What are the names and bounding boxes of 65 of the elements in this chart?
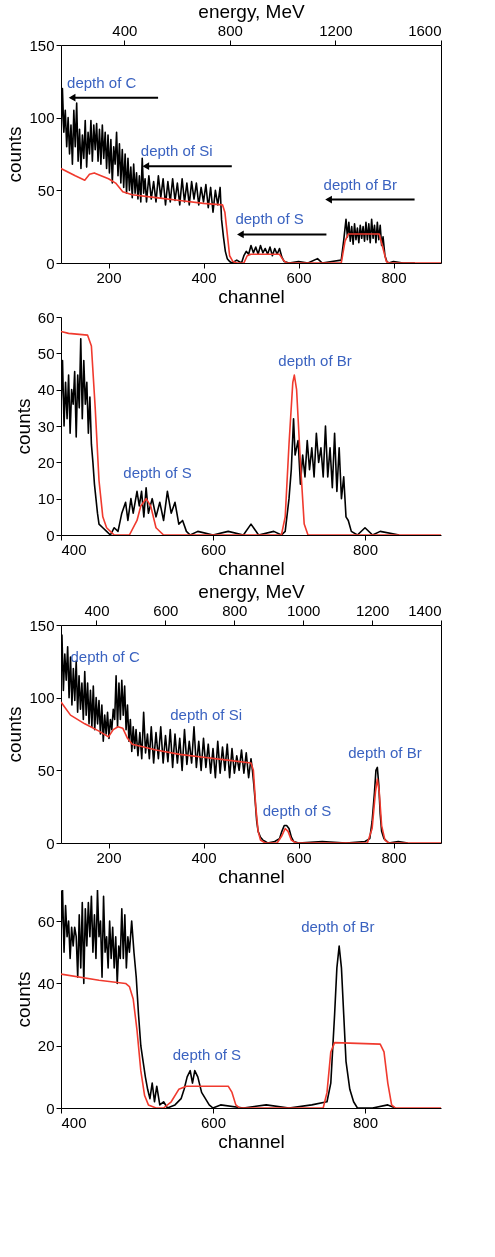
x2-tick-label: 800 bbox=[222, 601, 248, 619]
y-axis-title: counts bbox=[4, 706, 26, 763]
annotation: depth of S bbox=[123, 464, 192, 482]
x-tick-label: 400 bbox=[61, 540, 87, 558]
x-axis-title: channel bbox=[218, 285, 285, 307]
annotation: depth of Br bbox=[348, 743, 422, 761]
y-tick-label: 50 bbox=[37, 344, 55, 362]
x2-axis-title: energy, MeV bbox=[198, 0, 305, 22]
x-tick-label: 600 bbox=[286, 268, 312, 286]
y-tick-label: 40 bbox=[37, 974, 55, 992]
y-tick-label: 50 bbox=[37, 181, 55, 199]
x-tick-label: 800 bbox=[352, 540, 379, 558]
annotation: depth of Br bbox=[323, 175, 397, 193]
x-tick-label: 800 bbox=[381, 268, 407, 286]
x2-tick-label: 400 bbox=[112, 21, 138, 39]
x2-tick-label: 1200 bbox=[355, 601, 390, 619]
y-tick-label: 150 bbox=[29, 616, 55, 634]
x2-tick-label: 1200 bbox=[319, 21, 353, 39]
x-tick-label: 200 bbox=[96, 268, 122, 286]
y-tick-label: 10 bbox=[37, 490, 55, 508]
annotation: depth of Si bbox=[170, 706, 242, 724]
annotation: depth of S bbox=[262, 801, 332, 819]
y-tick-label: 60 bbox=[37, 912, 55, 930]
x2-tick-label: 400 bbox=[84, 601, 110, 619]
y-tick-label: 150 bbox=[29, 36, 55, 54]
x-tick-label: 600 bbox=[200, 540, 227, 558]
annotation: depth of Br bbox=[301, 918, 375, 936]
y-tick-label: 60 bbox=[37, 308, 55, 326]
annotation: depth of C bbox=[70, 648, 140, 666]
x-axis-title: channel bbox=[218, 1130, 285, 1152]
x-tick-label: 800 bbox=[352, 1113, 379, 1131]
x-tick-label: 400 bbox=[191, 848, 217, 866]
x-tick-label: 600 bbox=[286, 848, 312, 866]
annotation: depth of C bbox=[67, 73, 137, 91]
y-tick-label: 100 bbox=[29, 689, 55, 707]
annotation: depth of S bbox=[172, 1046, 242, 1064]
y-tick-label: 50 bbox=[37, 761, 55, 779]
x2-tick-label: 800 bbox=[217, 21, 243, 39]
y-axis-title: counts bbox=[12, 971, 34, 1028]
x2-tick-label: 1600 bbox=[408, 21, 442, 39]
annotation: depth of S bbox=[235, 210, 304, 228]
y-tick-label: 0 bbox=[46, 1099, 55, 1117]
annotation: depth of Si bbox=[140, 142, 213, 160]
y-tick-label: 20 bbox=[37, 453, 55, 471]
annotation: depth of Br bbox=[278, 351, 352, 369]
x2-tick-label: 600 bbox=[153, 601, 179, 619]
y-tick-label: 100 bbox=[29, 109, 55, 127]
x-tick-label: 800 bbox=[381, 848, 407, 866]
x-tick-label: 400 bbox=[191, 268, 217, 286]
x-axis-title: channel bbox=[218, 865, 285, 887]
x2-tick-label: 1000 bbox=[287, 601, 321, 619]
y-tick-label: 40 bbox=[37, 381, 55, 399]
y-tick-label: 0 bbox=[46, 254, 55, 272]
y-axis-title: counts bbox=[4, 126, 26, 183]
y-tick-label: 0 bbox=[46, 526, 55, 544]
y-axis-title: counts bbox=[12, 398, 34, 455]
x2-axis-title: energy, MeV bbox=[198, 580, 305, 602]
y-tick-label: 0 bbox=[46, 834, 55, 852]
x-axis-title: channel bbox=[218, 557, 285, 579]
x-tick-label: 600 bbox=[200, 1113, 227, 1131]
x-tick-label: 200 bbox=[96, 848, 122, 866]
x-tick-label: 400 bbox=[61, 1113, 87, 1131]
x2-tick-label: 1400 bbox=[408, 601, 442, 619]
y-tick-label: 20 bbox=[37, 1037, 55, 1055]
y-tick-label: 30 bbox=[37, 417, 55, 435]
